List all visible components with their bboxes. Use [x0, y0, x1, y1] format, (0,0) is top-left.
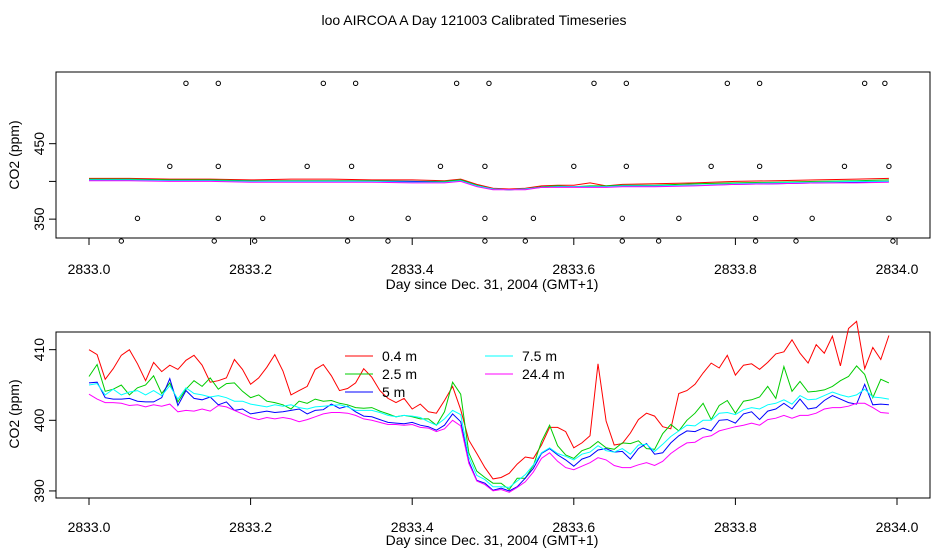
top-marker-point [437, 163, 444, 170]
panel-top-y-axis: 350 450 [31, 132, 56, 231]
top-y-tick-label-350: 350 [31, 207, 47, 231]
top-marker-point [591, 80, 597, 87]
top-marker-point [211, 238, 217, 244]
top-marker-point [756, 80, 763, 87]
top-marker-point [167, 163, 173, 170]
top-marker-point [453, 80, 460, 87]
top-marker-point [756, 163, 763, 170]
bottom-x-tick-label-2833-0: 2833.0 [68, 519, 111, 535]
top-series-24-4-m [89, 180, 889, 191]
top-marker-point [352, 80, 359, 87]
top-marker-point [861, 80, 868, 87]
bottom-series-2-5-m [88, 363, 890, 491]
bottom-x-tick-label-2833-8: 2833.8 [714, 519, 757, 535]
top-marker-point [260, 215, 266, 222]
bottom-series-5-m [88, 377, 889, 492]
panel-bottom-frame [55, 331, 931, 499]
top-marker-point [752, 238, 759, 244]
top-x-tick-label-2834-0: 2834.0 [876, 261, 919, 277]
top-marker-point [134, 215, 141, 222]
top-marker-point [841, 163, 848, 170]
bottom-x-tick-label-2834-0: 2834.0 [876, 519, 919, 535]
panel-bottom-y-label: CO2 (ppm) [6, 379, 22, 448]
panel-bottom-x-axis: 2833.0 2833.2 2833.4 2833.6 2833.8 2834.0 [68, 497, 919, 535]
bottom-series-24-4-m [88, 393, 889, 493]
legend-label-5-m: 5 m [382, 384, 405, 400]
top-marker-point [623, 163, 630, 170]
top-marker-point [320, 80, 327, 87]
panel-bottom-x-label: Day since Dec. 31, 2004 (GMT+1) [386, 532, 599, 548]
top-marker-point [215, 80, 221, 87]
legend-label-2-5-m: 2.5 m [382, 366, 417, 382]
top-marker-point [530, 215, 537, 222]
panel-top-x-axis: 2833.0 2833.2 2833.4 2833.6 2833.8 2834.0 [68, 237, 919, 277]
top-marker-point [215, 215, 221, 222]
bottom-x-tick-label-2833-6: 2833.6 [552, 519, 595, 535]
top-marker-point [708, 163, 714, 170]
bottom-y-tick-label-390: 390 [31, 479, 47, 503]
top-marker-point [522, 238, 529, 244]
top-marker-point [405, 215, 411, 222]
top-marker-point [486, 80, 492, 87]
bottom-series-7-5-m [88, 383, 889, 488]
panel-top: 2833.0 2833.2 2833.4 2833.6 2833.8 2834.0 350… [6, 71, 931, 292]
top-marker-point [348, 215, 355, 222]
panel-bottom-y-axis: 390 400 410 [31, 338, 56, 503]
top-marker-point [482, 163, 488, 170]
legend-label-24-4-m: 24.4 m [522, 366, 565, 382]
top-marker-point [344, 238, 351, 244]
top-marker-point [793, 238, 799, 244]
bottom-y-tick-label-400: 400 [31, 408, 47, 432]
top-marker-point [571, 163, 577, 170]
panel-bottom: 2833.0 2833.2 2833.4 2833.6 2833.8 2834.0 390… [6, 320, 931, 548]
top-marker-point [676, 215, 682, 222]
panel-top-frame [55, 71, 931, 239]
panel-top-markers [118, 80, 896, 244]
top-marker-point [752, 215, 759, 222]
top-marker-point [886, 163, 892, 170]
top-marker-point [251, 238, 258, 244]
panel-top-y-label: CO2 (ppm) [6, 120, 22, 189]
top-x-tick-label-2833-8: 2833.8 [714, 261, 757, 277]
bottom-y-tick-label-410: 410 [31, 338, 47, 362]
top-marker-point [882, 80, 888, 87]
top-marker-point [183, 80, 189, 87]
legend-label-0-4-m: 0.4 m [382, 348, 417, 364]
bottom-x-tick-label-2833-4: 2833.4 [391, 519, 434, 535]
top-marker-point [809, 215, 815, 222]
top-marker-point [482, 238, 488, 244]
top-marker-point [623, 80, 630, 87]
top-marker-point [886, 215, 892, 222]
top-marker-point [724, 80, 731, 87]
bottom-series-0-4-m [88, 320, 890, 480]
panel-bottom-legend: 0.4 m 2.5 m 5 m 7.5 m 24.4 m [345, 348, 565, 400]
top-marker-point [304, 163, 310, 170]
top-marker-point [619, 238, 625, 244]
panel-bottom-lines [88, 320, 890, 493]
top-marker-point [619, 215, 625, 222]
top-x-tick-label-2833-4: 2833.4 [391, 261, 434, 277]
top-marker-point [348, 163, 355, 170]
top-x-tick-label-2833-6: 2833.6 [552, 261, 595, 277]
top-y-tick-label-450: 450 [31, 132, 47, 156]
top-x-tick-label-2833-0: 2833.0 [68, 261, 111, 277]
top-marker-point [890, 238, 896, 244]
top-marker-point [215, 163, 221, 170]
top-marker-point [385, 238, 391, 244]
top-marker-point [655, 238, 662, 244]
panel-top-lines [89, 177, 889, 191]
top-marker-point [118, 238, 125, 244]
legend-label-7-5-m: 7.5 m [522, 348, 557, 364]
panel-top-x-label: Day since Dec. 31, 2004 (GMT+1) [386, 276, 599, 292]
figure-title: loo AIRCOA A Day 121003 Calibrated Times… [321, 12, 626, 28]
top-series-0-4-m [89, 177, 889, 190]
bottom-x-tick-label-2833-2: 2833.2 [229, 519, 272, 535]
top-marker-point [482, 215, 488, 222]
top-x-tick-label-2833-2: 2833.2 [229, 261, 272, 277]
